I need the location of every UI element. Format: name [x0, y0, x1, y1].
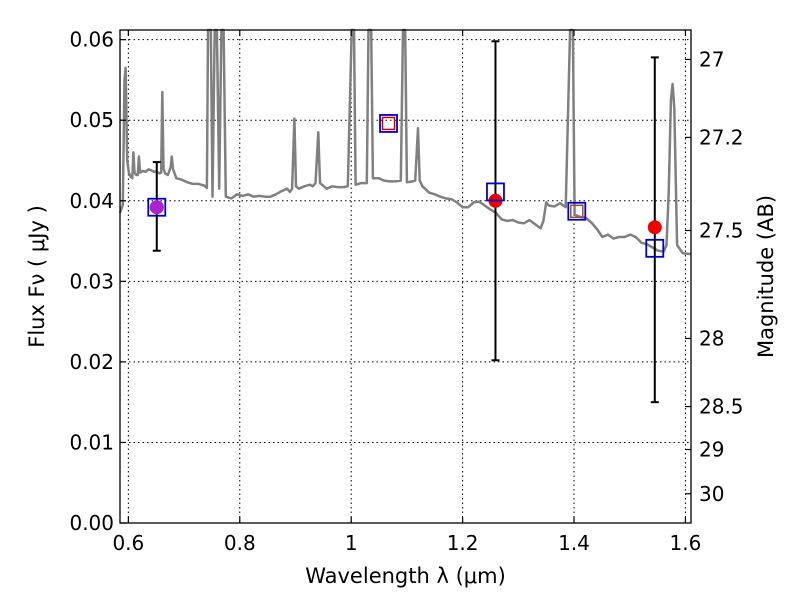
x-tick-label: 1.4: [558, 531, 590, 555]
model-point: [486, 182, 505, 202]
plot-frame: [119, 29, 692, 524]
y-tick-label: 0.03: [69, 269, 114, 293]
mag-tick-label: 27.5: [699, 219, 744, 243]
model-point: [147, 197, 167, 217]
observed-point: [647, 220, 662, 235]
right-axis-label: Magnitude (AB): [754, 195, 778, 358]
model-point: [379, 114, 398, 133]
spectrum-layer: [118, 28, 691, 256]
model-point: [567, 201, 587, 221]
x-tick-label: 0.6: [112, 531, 144, 555]
mag-tick-label: 29: [699, 438, 724, 462]
y-tick-label: 0.04: [69, 189, 114, 213]
x-axis-label: Wavelength λ (μm): [305, 564, 506, 588]
mag-tick-label: 30: [699, 482, 724, 506]
filter-marker: [381, 116, 396, 131]
tick-labels: 0.6 0.8 1 1.2 1.4 1.6 0.00 0.01 0.02 0.03 0.04 0.05…: [69, 28, 743, 555]
y-tick-label: 0.00: [69, 511, 114, 535]
x-tick-label: 1: [345, 531, 358, 555]
y-tick-label: 0.02: [69, 350, 114, 374]
y-tick-label: 0.06: [69, 28, 114, 52]
mag-tick-label: 27: [699, 47, 724, 71]
y-tick-label: 0.01: [69, 430, 114, 454]
y-tick-label: 0.05: [69, 108, 114, 132]
highlight-point: [149, 200, 164, 215]
x-tick-label: 1.2: [447, 531, 479, 555]
x-tick-label: 0.8: [224, 531, 256, 555]
filter-marker: [570, 204, 584, 218]
spectrum-line: [118, 28, 691, 256]
x-tick-label: 1.6: [670, 531, 702, 555]
mag-tick-label: 28.5: [699, 395, 744, 419]
y-axis-label: Flux Fν ( μJy ): [25, 205, 49, 348]
mag-tick-label: 28: [699, 326, 724, 350]
model-point: [645, 238, 665, 258]
axis-ticks: [120, 30, 691, 524]
data-markers: [147, 114, 665, 258]
mag-tick-label: 27.2: [699, 125, 744, 149]
